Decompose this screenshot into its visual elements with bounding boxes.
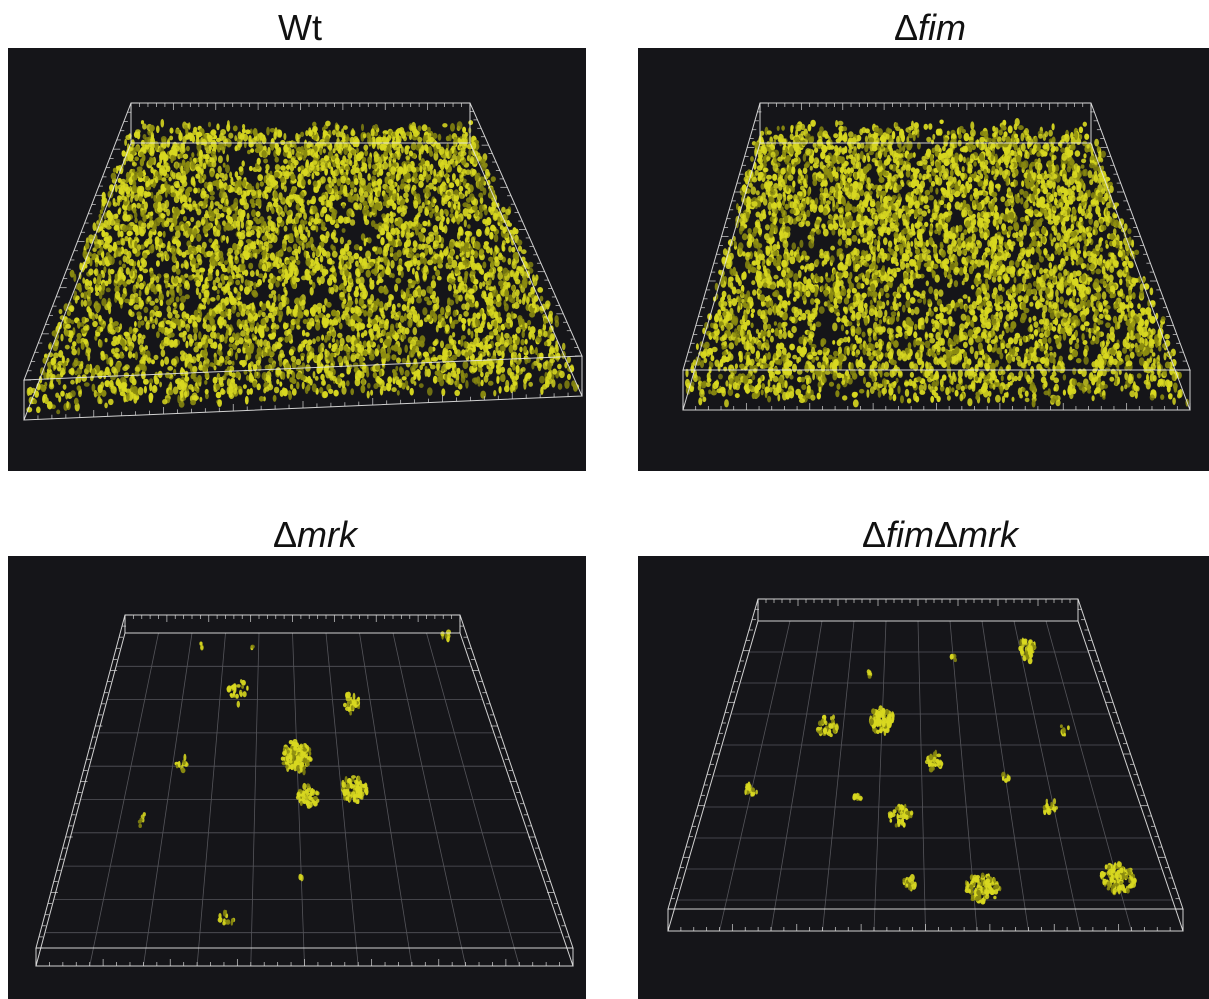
biofilm-render-fim <box>682 102 1191 411</box>
panel-title-fim: Δfim <box>780 8 1080 48</box>
fim-biofilm <box>685 118 1189 408</box>
title-fimmrk-delta1: Δ <box>861 514 886 555</box>
fim-ticks <box>682 102 1191 410</box>
title-fimmrk-fim: fim <box>886 514 934 555</box>
mrk-colonies <box>137 629 451 926</box>
panel-title-mrk: Δmrk <box>165 515 465 555</box>
panel-fim <box>638 48 1209 471</box>
title-wt-text: Wt <box>278 7 322 48</box>
panel-mrk <box>8 556 586 999</box>
title-mrk-delta: Δ <box>272 514 298 555</box>
title-mrk-text: mrk <box>297 514 358 555</box>
biofilm-render-mrk <box>35 614 574 967</box>
title-fimmrk-mrk: mrk <box>958 514 1019 555</box>
panel-title-fimmrk: ΔfimΔmrk <box>790 515 1090 555</box>
mrk-ticks <box>35 614 574 966</box>
title-fim-delta: Δ <box>893 7 919 48</box>
panel-fimmrk <box>638 556 1209 999</box>
panel-title-wt: Wt <box>150 8 450 48</box>
title-fimmrk-delta2: Δ <box>934 514 959 555</box>
biofilm-render-wt <box>23 102 583 421</box>
wt-biofilm <box>26 118 580 415</box>
fimmrk-colonies <box>744 637 1137 905</box>
biofilm-render-fimmrk <box>667 598 1184 932</box>
fimmrk-floor-grid <box>677 620 1173 932</box>
wt-ticks <box>23 102 583 420</box>
fimmrk-ticks <box>667 598 1184 931</box>
title-fim-text: fim <box>918 7 967 48</box>
panel-wt <box>8 48 586 471</box>
